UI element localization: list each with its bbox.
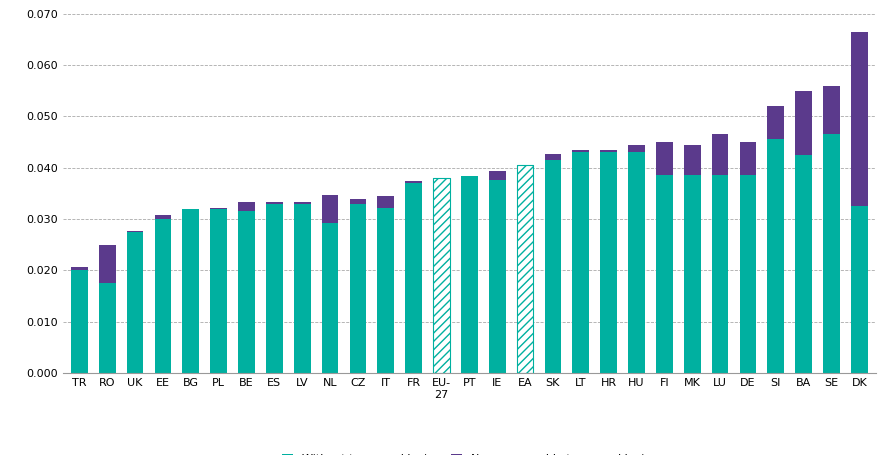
Bar: [238, 212, 255, 373]
Legend: Without taxes and levies, Non recoverable taxes and levies: Without taxes and levies, Non recoverabl…: [277, 449, 662, 455]
Bar: [628, 145, 645, 152]
Bar: [71, 270, 88, 373]
Bar: [210, 209, 227, 373]
Bar: [489, 171, 506, 180]
Bar: [405, 181, 422, 183]
Bar: [294, 202, 310, 204]
Bar: [572, 152, 589, 373]
Bar: [712, 176, 729, 373]
Bar: [739, 142, 756, 176]
Bar: [71, 267, 88, 270]
Bar: [294, 204, 310, 373]
Bar: [127, 232, 143, 373]
Bar: [433, 178, 450, 373]
Bar: [544, 154, 561, 160]
Bar: [322, 223, 339, 373]
Bar: [489, 180, 506, 373]
Bar: [155, 215, 172, 219]
Bar: [712, 134, 729, 176]
Bar: [350, 198, 367, 204]
Bar: [377, 197, 394, 208]
Bar: [99, 245, 115, 283]
Bar: [656, 142, 672, 176]
Bar: [433, 178, 450, 373]
Bar: [851, 32, 868, 206]
Bar: [767, 106, 784, 140]
Bar: [517, 165, 534, 373]
Bar: [851, 206, 868, 373]
Bar: [127, 231, 143, 232]
Bar: [684, 145, 701, 176]
Bar: [823, 134, 839, 373]
Bar: [767, 140, 784, 373]
Bar: [796, 91, 812, 155]
Bar: [823, 86, 839, 134]
Bar: [461, 177, 477, 373]
Bar: [517, 165, 534, 373]
Bar: [572, 150, 589, 152]
Bar: [99, 283, 115, 373]
Bar: [796, 155, 812, 373]
Bar: [461, 176, 477, 177]
Bar: [405, 183, 422, 373]
Bar: [238, 202, 255, 212]
Bar: [155, 219, 172, 373]
Bar: [322, 195, 339, 223]
Bar: [266, 202, 283, 204]
Bar: [628, 152, 645, 373]
Bar: [684, 176, 701, 373]
Bar: [350, 204, 367, 373]
Bar: [182, 209, 199, 373]
Bar: [266, 204, 283, 373]
Bar: [210, 208, 227, 209]
Bar: [600, 150, 617, 152]
Bar: [377, 208, 394, 373]
Bar: [600, 152, 617, 373]
Bar: [656, 176, 672, 373]
Bar: [544, 160, 561, 373]
Bar: [739, 176, 756, 373]
